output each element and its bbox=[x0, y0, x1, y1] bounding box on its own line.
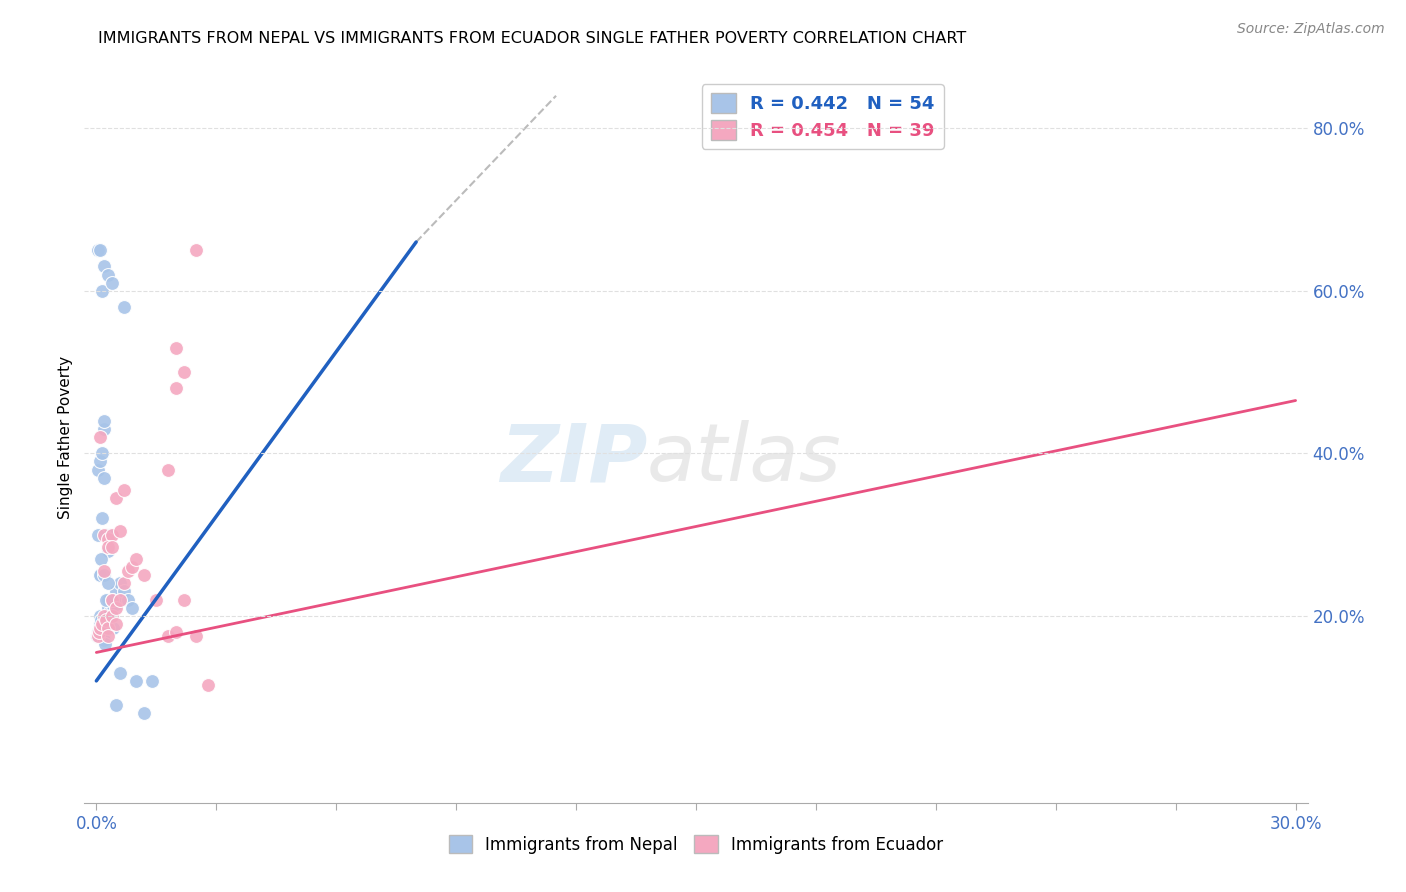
Point bbox=[125, 552, 148, 566]
Point bbox=[93, 608, 115, 623]
Point bbox=[89, 568, 111, 582]
Point bbox=[105, 597, 128, 611]
Point bbox=[91, 446, 114, 460]
Point bbox=[186, 243, 208, 257]
Point bbox=[97, 544, 120, 558]
Point bbox=[173, 365, 195, 379]
Point bbox=[110, 665, 132, 680]
Point bbox=[110, 576, 132, 591]
Point bbox=[173, 592, 195, 607]
Point bbox=[87, 527, 110, 541]
Point bbox=[97, 621, 120, 635]
Text: Source: ZipAtlas.com: Source: ZipAtlas.com bbox=[1237, 22, 1385, 37]
Point bbox=[105, 491, 128, 505]
Text: atlas: atlas bbox=[647, 420, 842, 498]
Point bbox=[110, 524, 132, 538]
Point bbox=[110, 592, 132, 607]
Point bbox=[186, 629, 208, 643]
Point bbox=[117, 564, 139, 578]
Point bbox=[87, 625, 110, 640]
Point bbox=[93, 633, 115, 648]
Point bbox=[101, 592, 124, 607]
Point bbox=[165, 381, 187, 395]
Text: ZIP: ZIP bbox=[499, 420, 647, 498]
Point bbox=[121, 600, 143, 615]
Point bbox=[89, 621, 111, 635]
Point bbox=[165, 341, 187, 355]
Point bbox=[101, 608, 124, 623]
Point bbox=[105, 584, 128, 599]
Point bbox=[117, 592, 139, 607]
Point bbox=[101, 592, 124, 607]
Point bbox=[125, 673, 148, 688]
Point bbox=[112, 300, 135, 314]
Point bbox=[141, 673, 163, 688]
Point bbox=[91, 511, 114, 525]
Point bbox=[157, 462, 180, 476]
Point bbox=[96, 592, 118, 607]
Point bbox=[93, 527, 115, 541]
Point bbox=[91, 284, 114, 298]
Point bbox=[93, 568, 115, 582]
Point bbox=[101, 276, 124, 290]
Point bbox=[91, 617, 114, 632]
Point bbox=[89, 568, 111, 582]
Point bbox=[197, 678, 219, 692]
Point bbox=[101, 621, 124, 635]
Point bbox=[121, 560, 143, 574]
Point bbox=[97, 600, 120, 615]
Point bbox=[101, 540, 124, 554]
Point bbox=[110, 592, 132, 607]
Text: IMMIGRANTS FROM NEPAL VS IMMIGRANTS FROM ECUADOR SINGLE FATHER POVERTY CORRELATI: IMMIGRANTS FROM NEPAL VS IMMIGRANTS FROM… bbox=[98, 31, 967, 46]
Point bbox=[93, 414, 115, 428]
Point bbox=[112, 584, 135, 599]
Point bbox=[86, 629, 108, 643]
Point bbox=[96, 613, 118, 627]
Point bbox=[93, 629, 115, 643]
Point bbox=[89, 454, 111, 468]
Point bbox=[86, 629, 108, 643]
Point bbox=[97, 527, 120, 541]
Point bbox=[97, 532, 120, 546]
Point bbox=[98, 605, 121, 619]
Point bbox=[89, 608, 111, 623]
Point bbox=[90, 552, 112, 566]
Point bbox=[90, 613, 112, 627]
Y-axis label: Single Father Poverty: Single Father Poverty bbox=[58, 356, 73, 518]
Point bbox=[87, 625, 110, 640]
Point bbox=[97, 540, 120, 554]
Point bbox=[97, 576, 120, 591]
Point bbox=[91, 621, 114, 635]
Point bbox=[101, 597, 124, 611]
Point bbox=[101, 527, 124, 541]
Point bbox=[97, 629, 120, 643]
Point bbox=[134, 706, 156, 721]
Point bbox=[105, 617, 128, 632]
Point bbox=[89, 617, 111, 632]
Point bbox=[89, 243, 111, 257]
Point bbox=[87, 243, 110, 257]
Point bbox=[96, 608, 118, 623]
Point bbox=[93, 564, 115, 578]
Point bbox=[97, 617, 120, 632]
Point bbox=[157, 629, 180, 643]
Point bbox=[94, 637, 117, 651]
Point bbox=[97, 592, 120, 607]
Point bbox=[112, 576, 135, 591]
Point bbox=[105, 600, 128, 615]
Point bbox=[93, 260, 115, 274]
Point bbox=[87, 462, 110, 476]
Point bbox=[105, 698, 128, 713]
Point bbox=[165, 625, 187, 640]
Point bbox=[134, 568, 156, 582]
Point bbox=[93, 471, 115, 485]
Point bbox=[89, 430, 111, 444]
Point bbox=[97, 268, 120, 282]
Point bbox=[145, 592, 167, 607]
Point bbox=[101, 608, 124, 623]
Point bbox=[112, 483, 135, 497]
Point bbox=[93, 422, 115, 436]
Legend: Immigrants from Nepal, Immigrants from Ecuador: Immigrants from Nepal, Immigrants from E… bbox=[441, 829, 950, 860]
